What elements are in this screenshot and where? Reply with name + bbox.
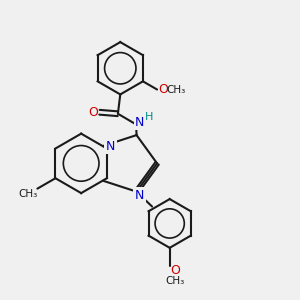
Text: CH₃: CH₃ bbox=[166, 85, 185, 94]
Text: CH₃: CH₃ bbox=[165, 276, 185, 286]
Text: O: O bbox=[170, 264, 180, 277]
Text: O: O bbox=[88, 106, 98, 119]
Text: CH₃: CH₃ bbox=[19, 189, 38, 199]
Text: N: N bbox=[106, 140, 115, 153]
Text: O: O bbox=[158, 83, 168, 96]
Text: N: N bbox=[135, 189, 144, 202]
Text: H: H bbox=[144, 112, 153, 122]
Text: N: N bbox=[135, 116, 144, 129]
